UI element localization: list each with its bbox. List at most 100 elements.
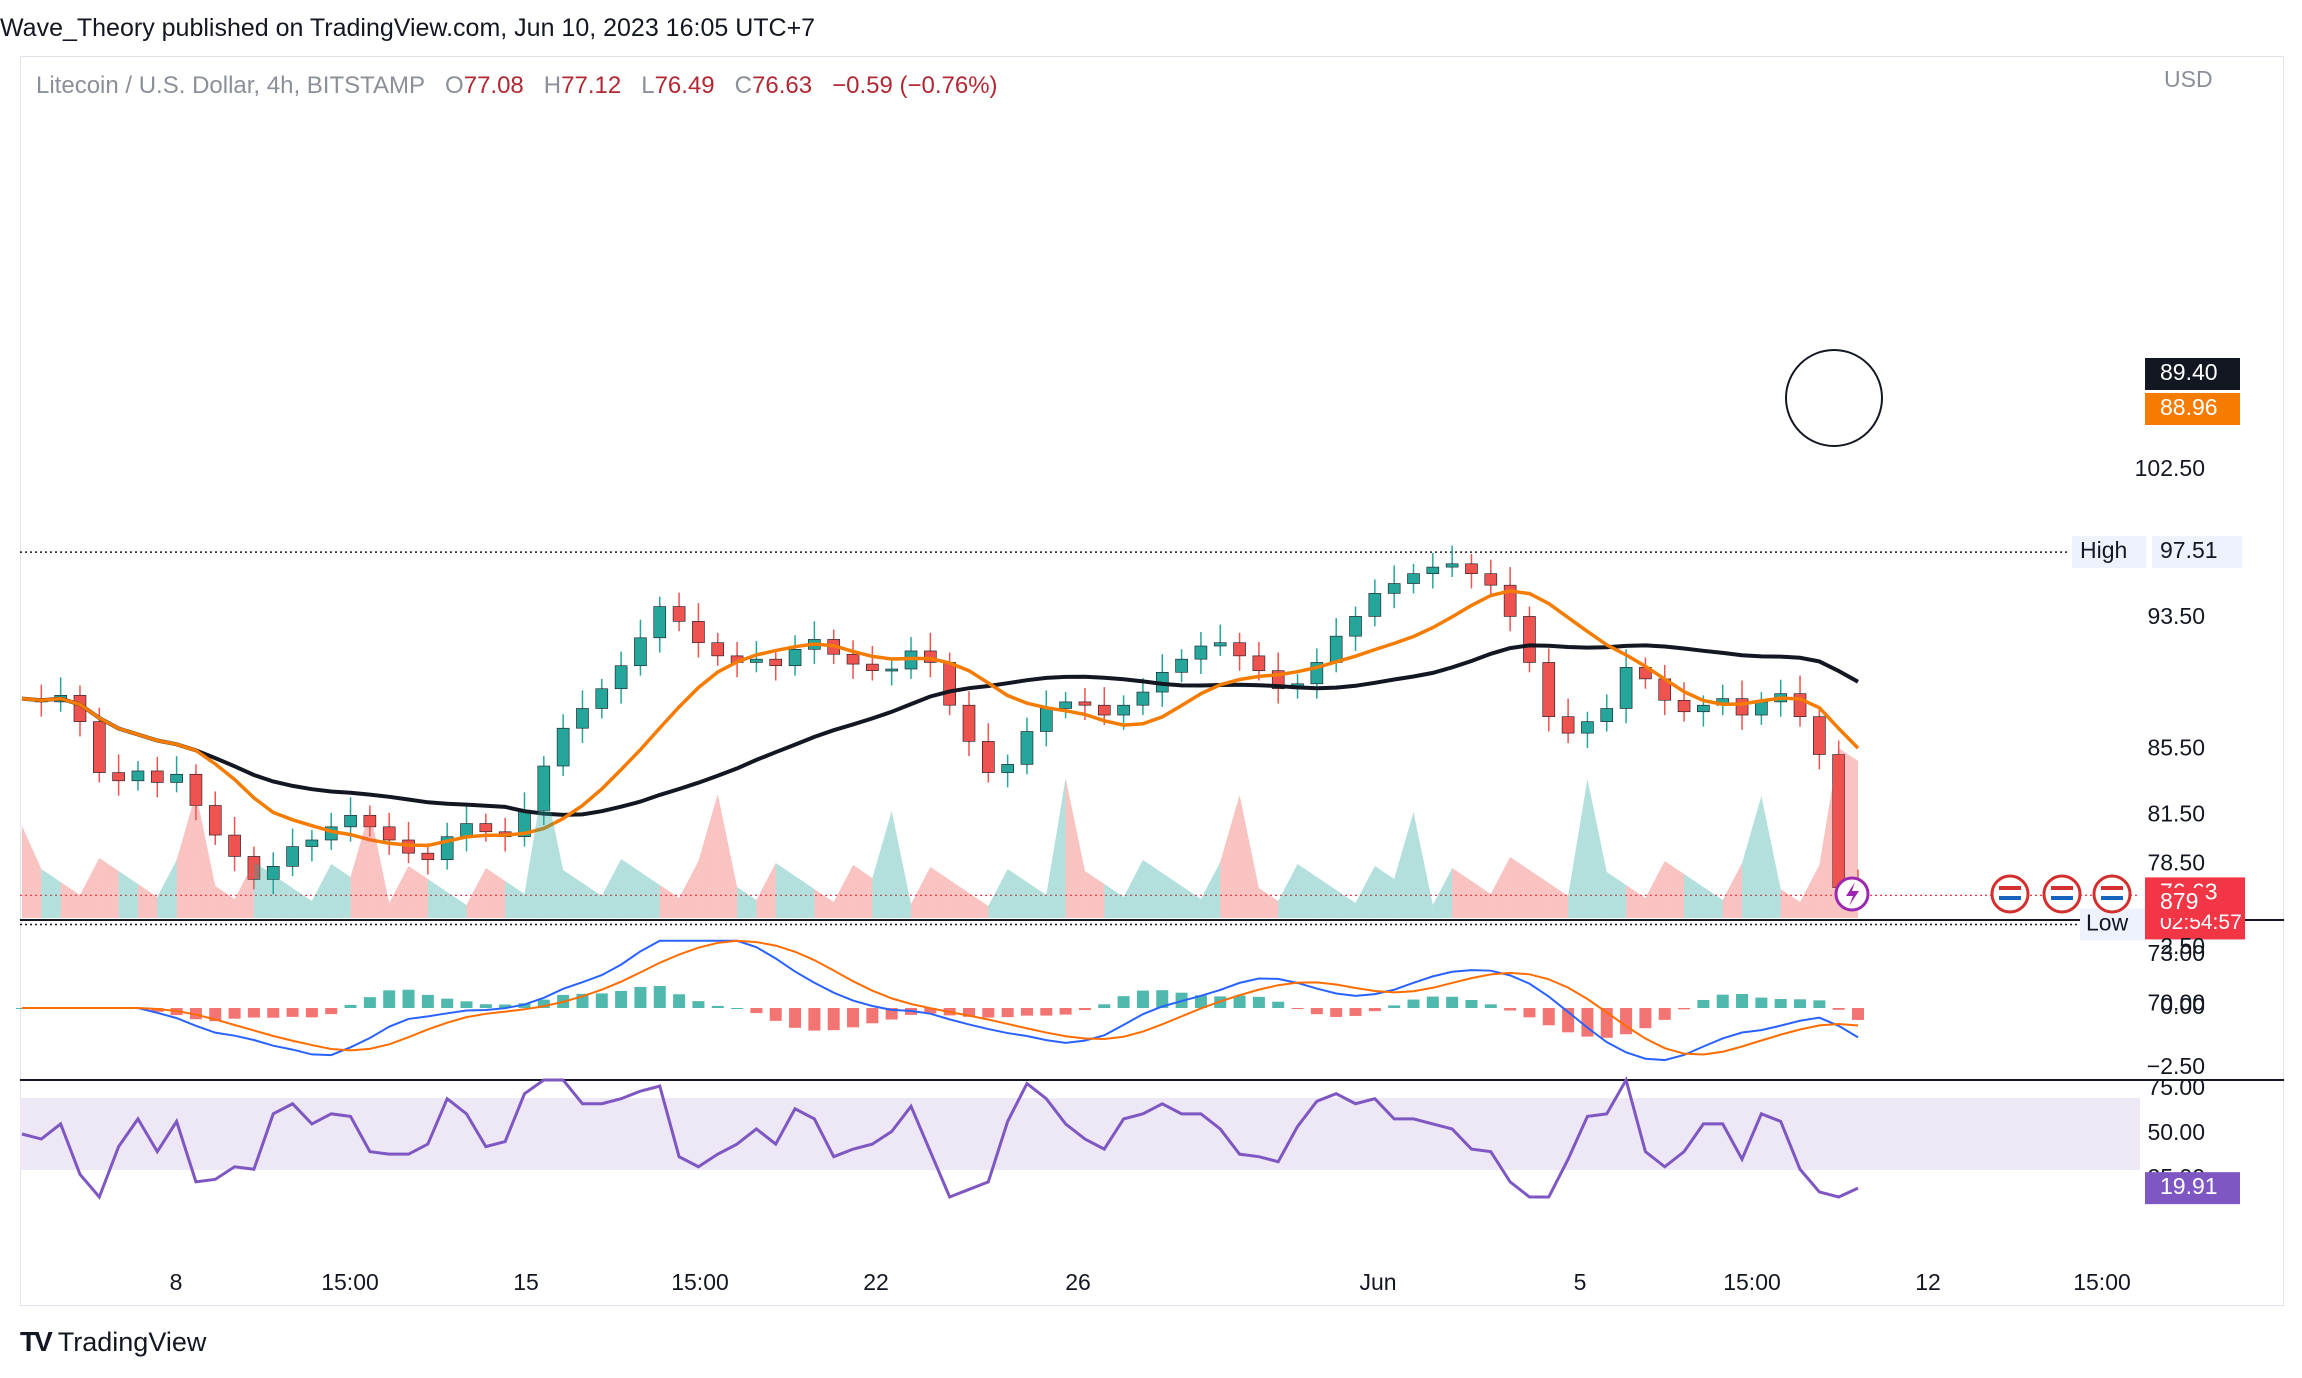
candle-body bbox=[1407, 573, 1420, 584]
us-flag-stripe bbox=[2101, 886, 2123, 890]
macd-histogram-bar bbox=[1426, 996, 1439, 1008]
candle-body bbox=[982, 741, 995, 773]
open-value: 77.08 bbox=[463, 72, 524, 99]
time-axis-tick: 15 bbox=[513, 1269, 539, 1295]
candle-body bbox=[1039, 708, 1053, 732]
candle-body bbox=[1755, 701, 1768, 716]
candle-body bbox=[595, 688, 609, 709]
candle-body bbox=[421, 852, 435, 861]
volume-area bbox=[350, 810, 370, 918]
candle-body bbox=[1561, 716, 1575, 734]
macd-histogram-bar bbox=[827, 1008, 840, 1031]
candle-body bbox=[1523, 616, 1536, 663]
price-axis-tick: 78.50 bbox=[2147, 850, 2205, 876]
candle-body bbox=[93, 721, 106, 773]
volume-area bbox=[1065, 778, 1085, 918]
rsi-axis-tick: 75.00 bbox=[2147, 1074, 2205, 1100]
volume-area bbox=[215, 886, 235, 918]
volume-area bbox=[1316, 877, 1337, 918]
candle-body bbox=[1233, 642, 1246, 657]
ma-orange-badge bbox=[2145, 393, 2240, 425]
low-label: Low bbox=[2086, 910, 2129, 936]
macd-histogram-bar bbox=[1349, 1008, 1362, 1016]
candle-body bbox=[382, 826, 396, 841]
candle-body bbox=[150, 770, 164, 783]
low-label-box bbox=[2080, 908, 2146, 941]
macd-histogram-bar bbox=[479, 1004, 492, 1008]
candle-body bbox=[556, 727, 570, 767]
macd-histogram-bar bbox=[286, 1008, 299, 1017]
publish-info: Wave_Theory published on TradingView.com… bbox=[0, 14, 816, 42]
volume-area bbox=[601, 859, 622, 918]
volume-area bbox=[1819, 748, 1839, 918]
candle-body bbox=[885, 668, 898, 672]
candle-body bbox=[692, 621, 705, 644]
volume-area bbox=[891, 811, 912, 918]
us-flag-stripe bbox=[1999, 886, 2021, 890]
macd-histogram-bar bbox=[363, 997, 376, 1008]
macd-histogram-bar bbox=[750, 1008, 763, 1014]
candle-body bbox=[1813, 716, 1826, 755]
volume-area bbox=[795, 876, 815, 918]
macd-histogram-bar bbox=[1310, 1008, 1323, 1015]
high-label-box bbox=[2072, 536, 2146, 569]
volume-area bbox=[737, 887, 757, 918]
candle-body bbox=[924, 650, 937, 663]
volume-area bbox=[195, 793, 216, 918]
macd-histogram-bar bbox=[847, 1008, 860, 1028]
macd-histogram-bar bbox=[1098, 1004, 1111, 1008]
volume-area bbox=[698, 794, 718, 918]
rsi-value-badge bbox=[2145, 1172, 2240, 1205]
macd-histogram-bar bbox=[1291, 1008, 1304, 1009]
currency-label[interactable]: USD bbox=[2164, 66, 2213, 92]
macd-histogram-bar bbox=[1658, 1008, 1671, 1020]
volume-area bbox=[1471, 881, 1491, 918]
candle-body bbox=[614, 665, 628, 690]
macd-histogram-bar bbox=[924, 1008, 937, 1014]
macd-histogram-bar bbox=[634, 986, 647, 1008]
candle-body bbox=[286, 846, 299, 867]
macd-histogram-bar bbox=[1678, 1008, 1691, 1010]
macd-histogram-bar bbox=[1194, 995, 1207, 1008]
candle-body bbox=[943, 662, 956, 706]
macd-histogram-bar bbox=[1484, 1004, 1497, 1008]
macd-histogram-bar bbox=[982, 1008, 995, 1018]
rsi-value: 19.91 bbox=[2160, 1173, 2218, 1199]
volume-area bbox=[1490, 857, 1511, 918]
volume-area bbox=[273, 875, 293, 918]
volume-area bbox=[389, 866, 409, 918]
rsi-axis-tick: 50.00 bbox=[2147, 1119, 2205, 1145]
candle-body bbox=[479, 823, 493, 833]
macd-histogram-bar bbox=[402, 989, 415, 1008]
volume-area bbox=[137, 884, 158, 918]
macd-histogram-bar bbox=[1272, 1001, 1285, 1008]
macd-histogram-bar bbox=[441, 998, 454, 1008]
volume-area bbox=[1413, 812, 1433, 918]
volume-area bbox=[1664, 861, 1685, 918]
candle-body bbox=[1252, 655, 1266, 671]
macd-histogram-bar bbox=[866, 1008, 879, 1024]
candle-body bbox=[1677, 699, 1691, 713]
candle-body bbox=[846, 653, 860, 665]
macd-histogram-bar bbox=[1465, 1000, 1478, 1008]
candle-body bbox=[112, 772, 125, 782]
macd-histogram-bar bbox=[1368, 1008, 1381, 1012]
macd-histogram-bar bbox=[1813, 1000, 1826, 1008]
volume-area bbox=[485, 868, 506, 918]
macd-histogram-bar bbox=[1716, 994, 1729, 1008]
macd-histogram-bar bbox=[305, 1008, 318, 1018]
volume-area bbox=[1800, 865, 1820, 918]
candle-body bbox=[1329, 635, 1343, 663]
volume-area bbox=[292, 888, 312, 918]
time-axis-tick: 22 bbox=[863, 1269, 889, 1295]
volume-area bbox=[659, 885, 680, 918]
candle-body bbox=[1175, 658, 1188, 673]
volume-area bbox=[60, 882, 80, 918]
volume-area bbox=[814, 889, 834, 918]
macd-histogram-bar bbox=[1252, 996, 1265, 1008]
volume-area bbox=[949, 880, 969, 918]
footer-brand[interactable]: TV TradingView bbox=[20, 1326, 206, 1358]
macd-histogram-bar bbox=[1736, 994, 1749, 1008]
macd-histogram-bar bbox=[1020, 1008, 1033, 1016]
